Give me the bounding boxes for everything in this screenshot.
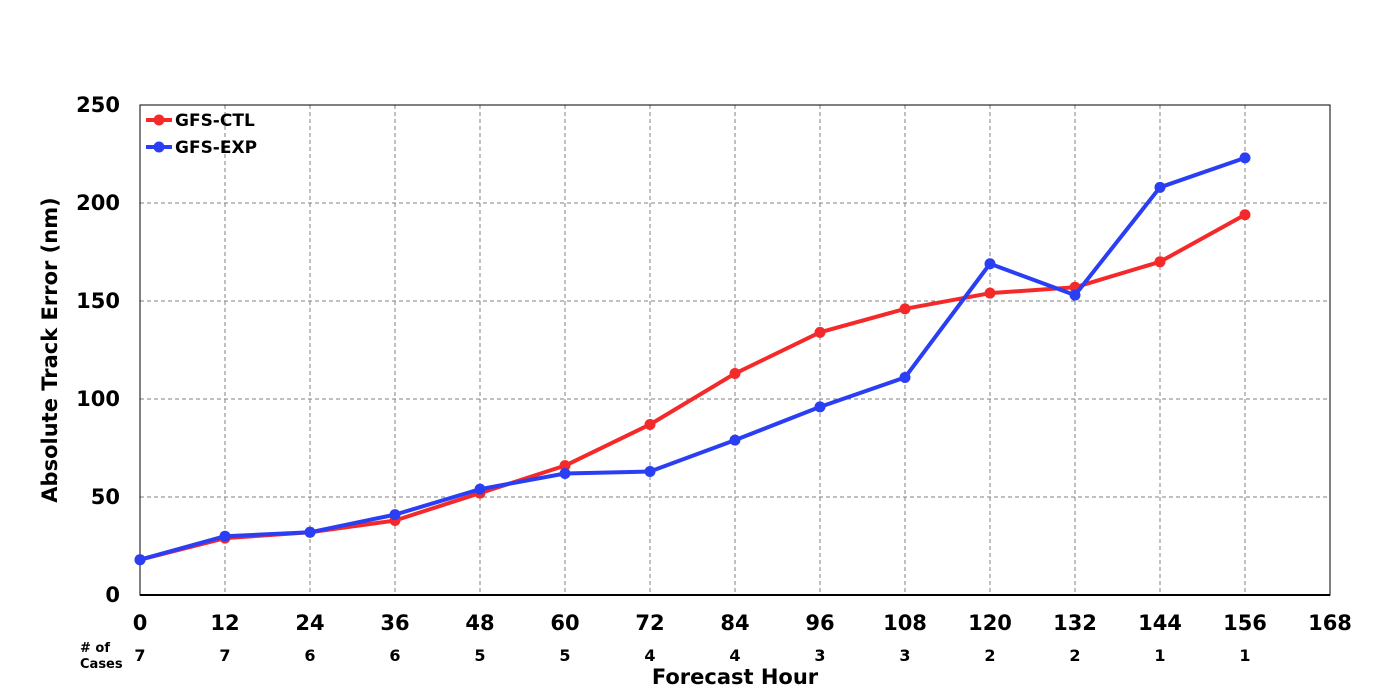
y-tick-label-0: 0 [105,583,120,607]
x-tick-label-108: 108 [883,611,927,635]
cases-value-156: 1 [1239,646,1250,665]
cases-value-12: 7 [219,646,230,665]
data-point-gfs-ctl-144 [1154,256,1166,268]
data-point-gfs-ctl-60 [559,460,571,472]
cases-value-84: 4 [729,646,740,665]
legend-label-gfs-ctl: GFS-CTL [175,111,255,131]
data-point-gfs-ctl-84 [729,368,741,380]
series-line-gfs-exp [139,156,1246,562]
cases-value-72: 4 [644,646,655,665]
cases-value-48: 5 [474,646,485,665]
y-axis-label: Absolute Track Error (nm) [38,197,62,502]
cases-label-line2: Cases [80,657,123,672]
data-point-gfs-exp-144 [1154,181,1166,193]
x-tick-label-36: 36 [380,611,409,635]
legend-marker-gfs-ctl [153,114,165,126]
cases-value-0: 7 [134,646,145,665]
cases-value-36: 6 [389,646,400,665]
data-point-gfs-exp-0 [134,554,146,566]
data-point-gfs-exp-60 [559,467,571,479]
x-tick-label-156: 156 [1223,611,1267,635]
x-tick-label-72: 72 [635,611,664,635]
legend: GFS-CTL GFS-EXP [146,111,257,158]
legend-marker-gfs-exp [153,141,165,153]
data-point-gfs-exp-48 [474,483,486,495]
x-tick-label-96: 96 [805,611,834,635]
cases-value-120: 2 [984,646,995,665]
x-axis-label: Forecast Hour [652,665,819,689]
x-tick-label-60: 60 [550,611,579,635]
data-point-gfs-exp-24 [304,526,316,538]
data-point-gfs-ctl-96 [814,326,826,338]
data-point-gfs-ctl-120 [984,287,996,299]
data-series [134,152,1251,566]
data-point-gfs-exp-84 [729,434,741,446]
data-point-gfs-exp-156 [1239,152,1251,164]
data-point-gfs-exp-132 [1069,289,1081,301]
x-tick-label-144: 144 [1138,611,1182,635]
data-point-gfs-exp-36 [389,509,401,521]
data-point-gfs-ctl-108 [899,303,911,315]
y-tick-label-150: 150 [76,289,120,313]
x-tick-label-0: 0 [133,611,148,635]
cases-value-96: 3 [814,646,825,665]
data-point-gfs-ctl-72 [644,418,656,430]
cases-value-132: 2 [1069,646,1080,665]
cases-value-108: 3 [899,646,910,665]
x-tick-label-12: 12 [210,611,239,635]
grid-lines [140,105,1330,595]
y-tick-label-100: 100 [76,387,120,411]
data-point-gfs-ctl-156 [1239,209,1251,221]
series-gfs-exp [134,152,1251,566]
data-point-gfs-exp-108 [899,371,911,383]
cases-label-line1: # of [80,641,110,656]
data-point-gfs-exp-12 [219,530,231,542]
x-tick-label-132: 132 [1053,611,1097,635]
legend-label-gfs-exp: GFS-EXP [175,138,257,158]
y-tick-labels: 0 50 100 150 200 250 [76,93,120,607]
cases-row: # of Cases 7 7 6 6 5 5 4 4 3 3 2 2 1 1 [80,641,1251,672]
data-point-gfs-exp-120 [984,258,996,270]
x-tick-label-48: 48 [465,611,494,635]
y-tick-label-200: 200 [76,191,120,215]
x-tick-label-168: 168 [1308,611,1352,635]
x-tick-label-84: 84 [720,611,749,635]
y-tick-label-250: 250 [76,93,120,117]
cases-value-24: 6 [304,646,315,665]
x-tick-label-120: 120 [968,611,1012,635]
x-tick-label-24: 24 [295,611,324,635]
cases-value-144: 1 [1154,646,1165,665]
y-tick-label-50: 50 [91,485,120,509]
data-point-gfs-exp-72 [644,466,656,478]
data-point-gfs-exp-96 [814,401,826,413]
x-tick-labels: 0 12 24 36 48 60 72 84 96 108 120 132 144 156 168 [133,611,1352,635]
cases-value-60: 5 [559,646,570,665]
